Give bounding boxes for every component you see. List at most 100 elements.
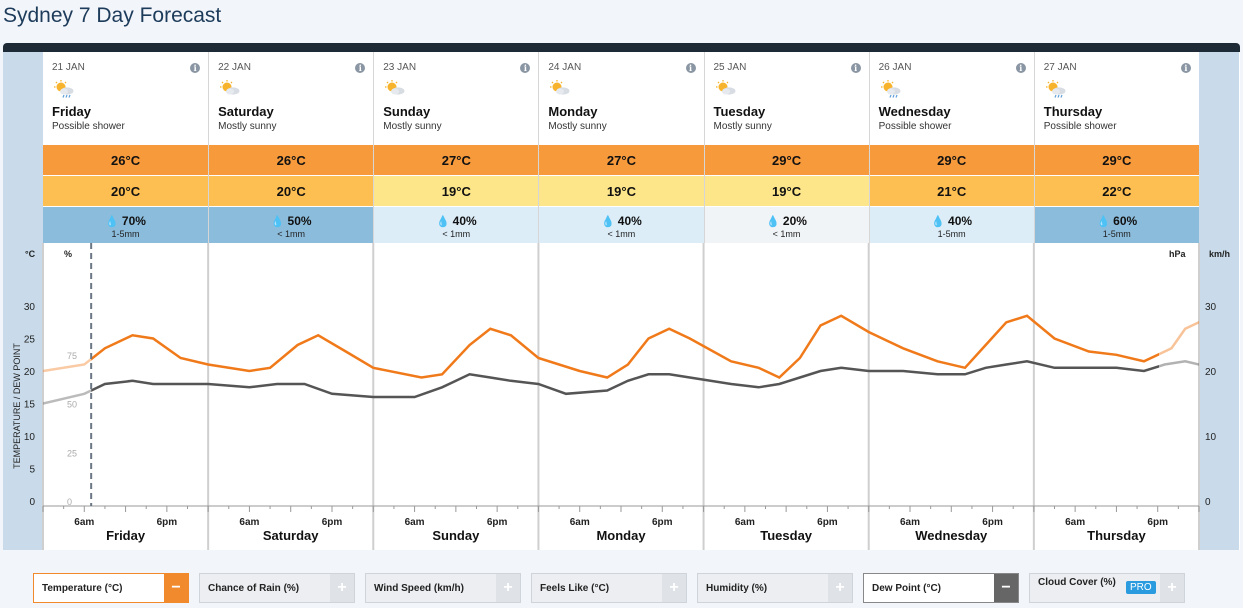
dew-point-c-line[interactable] — [43, 360, 1227, 403]
day-column-thursday: 27 JAN i Thursday Possible shower 29°C 22°C 💧 6… — [1033, 52, 1199, 244]
legend-toggle-dew-point-c[interactable]: Dew Point (°C) − — [863, 573, 1019, 603]
day-name: Thursday — [1043, 104, 1103, 119]
legend-toggle-humidity[interactable]: Humidity (%) + — [697, 573, 853, 603]
right-tick-label: 30 — [1205, 302, 1217, 313]
min-temp: 19°C — [539, 175, 704, 206]
x-tick-label-6am: 6am — [405, 517, 425, 528]
day-condition: Possible shower — [878, 121, 952, 132]
day-column-tuesday: 25 JAN i Tuesday Mostly sunny 29°C 19°C 💧 20% < … — [703, 52, 869, 244]
pct-tick-label: 50 — [67, 400, 77, 410]
day-condition: Possible shower — [52, 121, 125, 132]
day-date: 25 JAN — [713, 62, 747, 73]
x-day-label: Saturday — [263, 528, 319, 543]
x-day-label: Monday — [596, 528, 646, 543]
minus-icon[interactable]: − — [164, 574, 188, 602]
rain-chance: 💧 20% < 1mm — [704, 206, 869, 244]
info-icon[interactable]: i — [1015, 63, 1026, 73]
day-date: 23 JAN — [383, 62, 417, 73]
max-temp: 29°C — [704, 144, 869, 175]
max-temp: 29°C — [1034, 144, 1199, 175]
y-tick-label: 0 — [29, 497, 35, 508]
day-header: 21 JAN i Friday Possible shower — [43, 52, 209, 144]
y-tick-label: 20 — [24, 367, 36, 378]
min-temp: 22°C — [1034, 175, 1199, 206]
info-icon[interactable]: i — [520, 63, 531, 73]
legend-toggle-cloud-cover[interactable]: Cloud Cover (%) PRO + — [1029, 573, 1185, 603]
x-tick-label-6pm: 6pm — [157, 517, 178, 528]
mostly-sunny-icon — [715, 80, 737, 98]
rain-percent: 💧 50% — [209, 207, 373, 228]
y-tick-label: 10 — [24, 432, 36, 443]
right-tick-label: 10 — [1205, 432, 1217, 443]
raindrops-icon: 💧 — [766, 216, 780, 228]
rain-percent-value: 40% — [452, 214, 477, 228]
rain-percent-value: 50% — [287, 214, 312, 228]
mostly-sunny-icon — [219, 80, 241, 98]
x-day-label: Sunday — [432, 528, 480, 543]
x-day-label: Tuesday — [760, 528, 813, 543]
day-condition: Mostly sunny — [548, 121, 607, 132]
day-header: 25 JAN i Tuesday Mostly sunny — [704, 52, 869, 144]
temperature-c-line[interactable] — [43, 314, 1227, 379]
plot-area — [43, 243, 1199, 550]
day-condition: Mostly sunny — [383, 121, 442, 132]
min-temp: 19°C — [704, 175, 869, 206]
legend-label: Cloud Cover (%) — [1038, 577, 1116, 588]
info-icon[interactable]: i — [1180, 63, 1191, 73]
pct-tick-label: 0 — [67, 497, 72, 507]
max-temp: 27°C — [539, 144, 704, 175]
mostly-sunny-icon — [549, 80, 571, 98]
day-column-sunday: 23 JAN i Sunday Mostly sunny 27°C 19°C 💧 40% < 1… — [373, 52, 539, 244]
x-day-label: Thursday — [1087, 528, 1146, 543]
day-header: 26 JAN i Wednesday Possible shower — [869, 52, 1034, 144]
info-icon[interactable]: i — [850, 63, 861, 73]
pro-badge: PRO — [1126, 581, 1156, 594]
x-tick-label-6am: 6am — [239, 517, 259, 528]
day-condition: Mostly sunny — [713, 121, 772, 132]
minus-icon[interactable]: − — [994, 574, 1018, 602]
day-date: 26 JAN — [878, 62, 912, 73]
pct-tick-label: 75 — [67, 351, 77, 361]
rain-amount: 1-5mm — [111, 229, 140, 239]
day-name: Tuesday — [713, 104, 766, 119]
legend-toggle-temperature-c[interactable]: Temperature (°C) − — [33, 573, 189, 603]
legend-toggle-wind-speed-km-h[interactable]: Wind Speed (km/h) + — [365, 573, 521, 603]
page-title: Sydney 7 Day Forecast — [3, 4, 222, 27]
partly-cloudy-shower-icon — [880, 80, 902, 98]
rain-percent-value: 40% — [617, 214, 642, 228]
info-icon[interactable]: i — [190, 63, 201, 73]
y-unit-percent: % — [64, 249, 72, 259]
x-tick-label-6pm: 6pm — [982, 517, 1003, 528]
x-tick-label-6am: 6am — [74, 517, 94, 528]
info-icon[interactable]: i — [685, 63, 696, 73]
min-temp: 21°C — [869, 175, 1034, 206]
legend-toggle-chance-of-rain[interactable]: Chance of Rain (%) + — [199, 573, 355, 603]
plus-icon[interactable]: + — [330, 574, 354, 602]
rain-amount: < 1mm — [442, 229, 471, 239]
y-tick-label: 15 — [24, 400, 36, 411]
raindrops-icon: 💧 — [601, 216, 615, 228]
day-date: 27 JAN — [1043, 62, 1077, 73]
x-day-label: Wednesday — [915, 528, 988, 543]
partly-cloudy-shower-icon — [1045, 80, 1067, 98]
day-header: 27 JAN i Thursday Possible shower — [1034, 52, 1199, 144]
max-temp: 27°C — [374, 144, 539, 175]
day-column-wednesday: 26 JAN i Wednesday Possible shower 29°C 21°C 💧… — [868, 52, 1034, 244]
min-temp: 19°C — [374, 175, 539, 206]
forecast-topbar — [3, 43, 1240, 52]
x-tick-label-6am: 6am — [900, 517, 920, 528]
info-icon[interactable]: i — [355, 63, 366, 73]
plus-icon[interactable]: + — [496, 574, 520, 602]
day-name: Sunday — [383, 104, 431, 119]
plus-icon[interactable]: + — [828, 574, 852, 602]
x-tick-label-6am: 6am — [1065, 517, 1085, 528]
max-temp: 26°C — [43, 144, 209, 175]
raindrops-icon: 💧 — [1096, 216, 1111, 228]
rain-chance: 💧 40% < 1mm — [539, 206, 704, 244]
right-axis-panel — [1199, 52, 1239, 550]
max-temp: 29°C — [869, 144, 1034, 175]
plus-icon[interactable]: + — [1160, 574, 1184, 602]
raindrops-icon: 💧 — [270, 216, 285, 228]
legend-toggle-feels-like-c[interactable]: Feels Like (°C) + — [531, 573, 687, 603]
plus-icon[interactable]: + — [662, 574, 686, 602]
